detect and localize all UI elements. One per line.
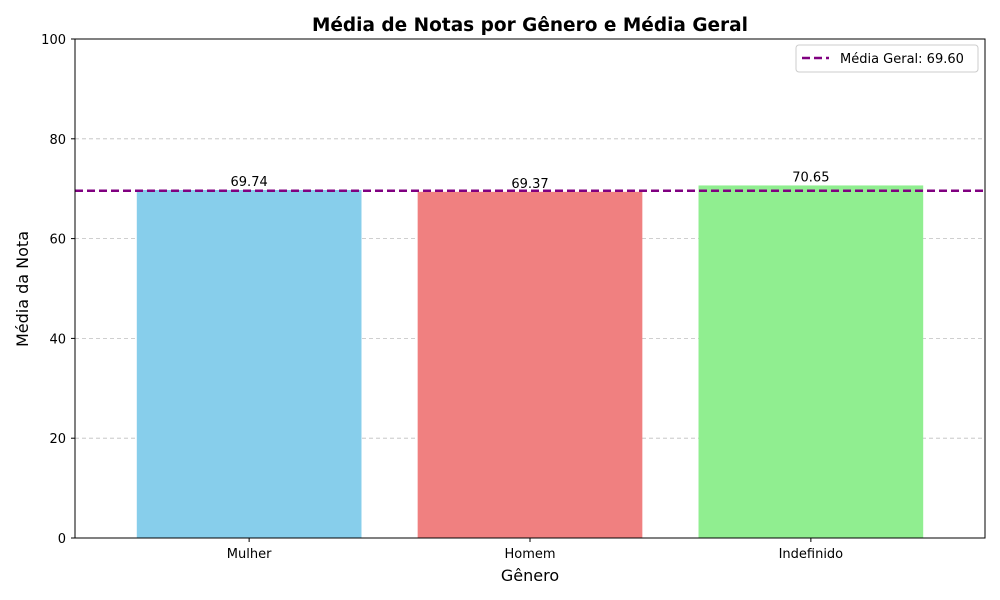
bars <box>136 185 924 539</box>
legend: Média Geral: 69.60 <box>795 44 979 73</box>
chart-title: Média de Notas por Gênero e Média Geral <box>312 15 748 36</box>
legend-label: Média Geral: 69.60 <box>840 52 964 67</box>
y-axis-title: Média da Nota <box>13 231 32 347</box>
x-tick-label: Mulher <box>227 547 272 562</box>
y-axis-ticks: 0 20 40 60 80 100 <box>41 33 75 547</box>
y-tick-label: 0 <box>58 532 66 547</box>
y-tick-label: 40 <box>49 332 66 347</box>
bar-value-labels: 69.74 69.37 70.65 <box>231 170 830 191</box>
bar-indefinido <box>698 185 924 539</box>
bar-mulher <box>136 189 362 538</box>
legend-box <box>795 44 979 73</box>
y-tick-label: 100 <box>41 33 66 48</box>
y-tick-label: 20 <box>49 432 66 447</box>
x-axis-title: Gênero <box>501 566 559 585</box>
y-tick-label: 60 <box>49 233 66 248</box>
x-tick-label: Indefinido <box>779 547 844 562</box>
y-tick-label: 80 <box>49 133 66 148</box>
bar-value-label: 69.37 <box>511 177 548 192</box>
bar-value-label: 69.74 <box>231 175 268 190</box>
bar-value-label: 70.65 <box>792 170 829 185</box>
x-tick-label: Homem <box>504 547 555 562</box>
bar-homem <box>417 191 643 539</box>
x-axis-ticks: Mulher Homem Indefinido <box>227 538 843 562</box>
